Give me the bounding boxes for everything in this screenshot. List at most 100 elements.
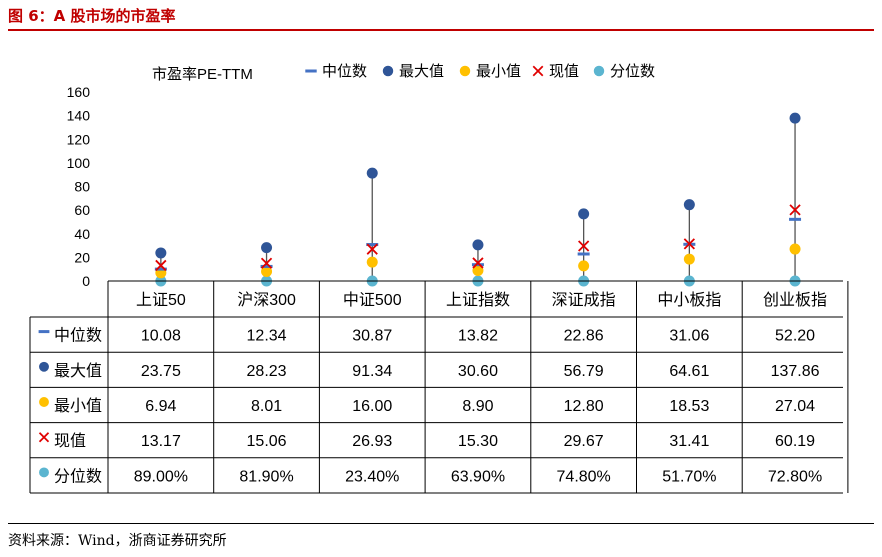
table-cell: 22.86 [564, 328, 604, 345]
x-stroke [155, 259, 167, 272]
current-point [683, 238, 695, 250]
max-point [472, 239, 484, 251]
legend-percentile-marker [593, 65, 605, 77]
row-percentile-label: 分位数 [54, 467, 102, 485]
min-point [789, 243, 801, 255]
legend-median-label: 中位数 [322, 63, 367, 80]
row-current-marker [38, 432, 50, 443]
table-cell: 28.23 [247, 363, 287, 380]
chart-title: 市盈率PE-TTM [152, 66, 253, 83]
current-point [472, 257, 484, 269]
legend: 中位数 最大值 最小值 现值 分位数 [305, 63, 655, 80]
category-label: 中小板指 [657, 291, 721, 309]
table-cell: 30.60 [458, 363, 498, 380]
max-point [155, 247, 167, 259]
current-point [789, 204, 801, 216]
row-max-label: 最大值 [54, 362, 102, 380]
y-tick-label: 20 [74, 249, 90, 265]
x-stroke [260, 257, 273, 269]
table-cell: 31.41 [669, 433, 709, 450]
table-cell: 30.87 [352, 328, 392, 345]
row-min-label: 最小值 [54, 397, 102, 415]
table-cell: 10.08 [141, 328, 181, 345]
table-cell: 60.19 [775, 433, 815, 450]
max-point [789, 112, 801, 124]
table-cell: 63.90% [451, 468, 505, 485]
category-label: 上证指数 [446, 291, 510, 309]
y-axis: 0 20 40 60 80 100 120 140 160 [67, 84, 91, 289]
y-tick-label: 0 [82, 273, 90, 289]
x-stroke [38, 432, 50, 443]
legend-current-label: 现值 [549, 63, 579, 80]
table-cell: 23.40% [345, 468, 399, 485]
table-cell: 52.20 [775, 328, 815, 345]
legend-max-label: 最大值 [399, 63, 444, 80]
table-cell: 18.53 [669, 398, 709, 415]
legend-max-marker [382, 65, 394, 77]
legend-percentile-label: 分位数 [610, 63, 655, 80]
category-label: 上证50 [136, 291, 186, 309]
footer-rule [8, 523, 874, 524]
current-point [155, 259, 167, 272]
row-min-marker [39, 397, 49, 407]
legend-current-marker [532, 65, 544, 77]
max-point [261, 242, 273, 254]
table-cell: 81.90% [239, 468, 293, 485]
y-tick-label: 120 [67, 131, 91, 147]
row-current-label: 现值 [54, 432, 86, 450]
table-cell: 29.67 [564, 433, 604, 450]
x-stroke [472, 257, 484, 269]
source-note: 资料来源：Wind，浙商证券研究所 [8, 533, 227, 549]
legend-min-marker [459, 65, 471, 77]
table-cell: 16.00 [352, 398, 392, 415]
max-point [683, 199, 695, 211]
y-tick-label: 160 [67, 84, 91, 100]
x-stroke [366, 243, 378, 255]
table-cell: 74.80% [557, 468, 611, 485]
table-cell: 64.61 [669, 363, 709, 380]
min-point [366, 256, 378, 268]
min-point [261, 266, 273, 278]
category-label: 中证500 [343, 291, 402, 309]
current-point [578, 240, 590, 252]
category-label: 沪深300 [237, 291, 296, 309]
row-max-marker [39, 361, 49, 372]
current-point [260, 257, 273, 269]
legend-min-label: 最小值 [476, 63, 521, 80]
x-stroke [789, 204, 801, 216]
table-cell: 56.79 [564, 363, 604, 380]
y-tick-label: 60 [74, 202, 90, 218]
category-label: 创业板指 [763, 291, 827, 309]
table-cell: 15.30 [458, 433, 498, 450]
y-tick-label: 100 [67, 155, 91, 171]
table-cell: 8.01 [251, 398, 282, 415]
table-cell: 12.80 [564, 398, 604, 415]
table-cell: 23.75 [141, 363, 181, 380]
max-point [578, 208, 590, 220]
current-point [366, 243, 378, 255]
table-cell: 12.34 [247, 328, 287, 345]
x-stroke [532, 65, 544, 77]
y-tick-label: 140 [67, 108, 91, 124]
table-cell: 27.04 [775, 398, 815, 415]
table-cell: 31.06 [669, 328, 709, 345]
table-cell: 13.17 [141, 433, 181, 450]
title-rule [8, 29, 874, 31]
y-tick-label: 80 [74, 179, 90, 195]
table-cell: 89.00% [134, 468, 188, 485]
range-lines [160, 118, 796, 281]
table-cell: 6.94 [145, 398, 176, 415]
table-cell: 72.80% [768, 468, 822, 485]
min-point [578, 260, 590, 272]
min-point [683, 253, 695, 265]
min-point [472, 264, 484, 276]
table-cell: 137.86 [771, 363, 820, 380]
table-cell: 51.70% [662, 468, 716, 485]
category-label: 深证成指 [552, 291, 616, 309]
y-tick-label: 40 [74, 226, 90, 242]
row-median-label: 中位数 [54, 327, 102, 345]
figure-title: 图 6：A 股市场的市盈率 [8, 7, 176, 25]
x-stroke [578, 240, 590, 252]
